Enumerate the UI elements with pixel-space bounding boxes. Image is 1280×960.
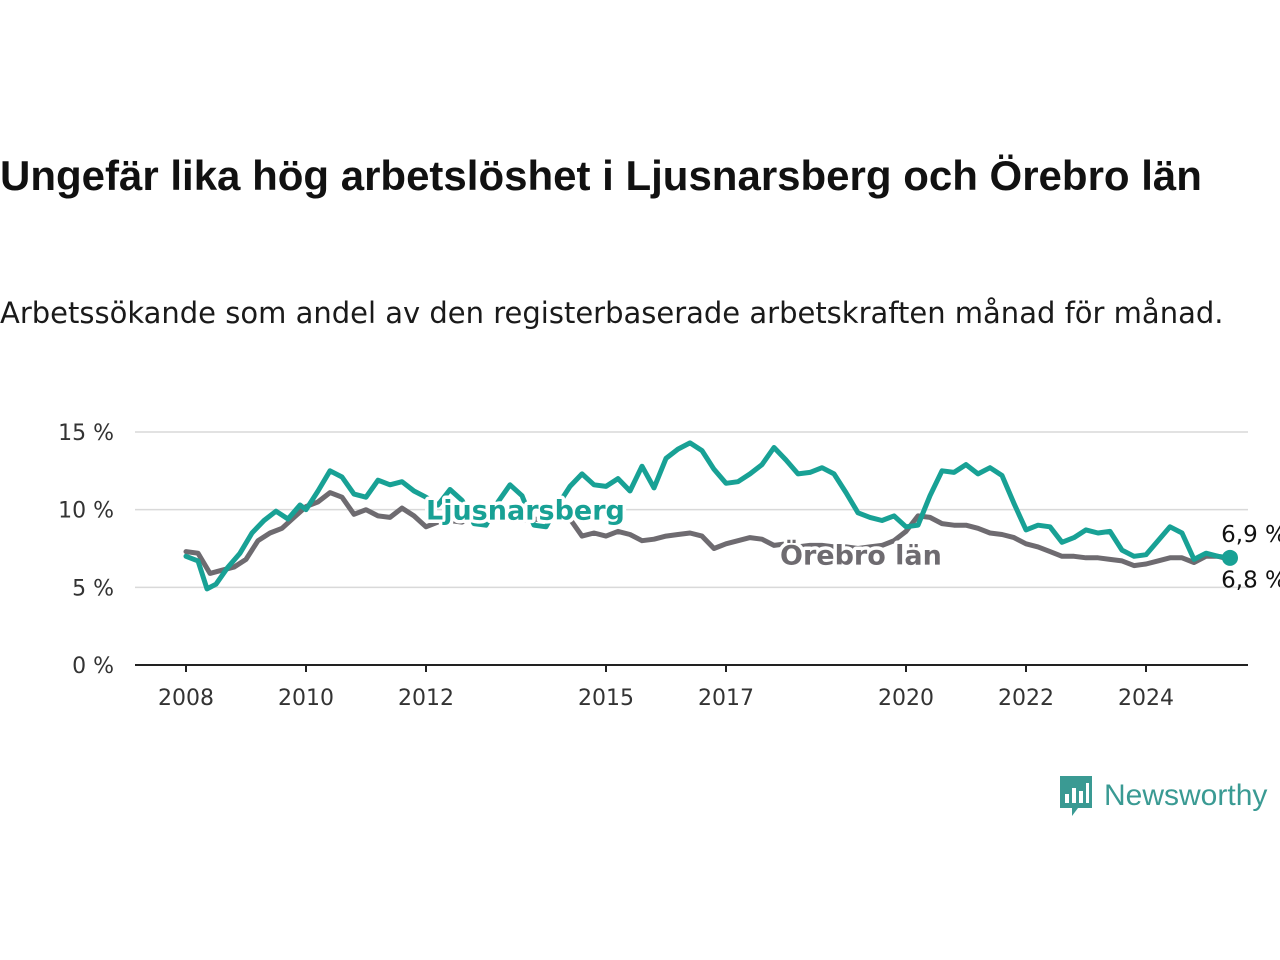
line-chart: 0 % 5 % 10 % 15 % 2008 2010 2012 2015 2017 2020 20… — [58, 421, 1280, 711]
y-tick-label: 5 % — [72, 576, 114, 601]
gridlines — [135, 431, 1248, 589]
chart-subtitle: Arbetssökande som andel av den registerb… — [0, 296, 1224, 330]
series-line-1 — [183, 440, 1233, 592]
y-tick-label: 10 % — [58, 499, 114, 524]
end-value-label-1: 6,9 % — [1221, 522, 1280, 548]
y-tick-label: 15 % — [58, 421, 114, 446]
brand-name: Newsworthy — [1104, 779, 1268, 812]
chart-title: Ungefär lika hög arbetslöshet i Ljusnars… — [0, 152, 1202, 199]
series-lines — [183, 440, 1238, 592]
x-tick-label: 2010 — [278, 686, 334, 711]
end-value-label-0: 6,8 % — [1221, 567, 1280, 593]
x-tick-label: 2012 — [398, 686, 454, 711]
x-tick-label: 2008 — [158, 686, 214, 711]
newsworthy-logo-icon — [1060, 776, 1092, 816]
x-tick-label: 2017 — [698, 686, 754, 711]
x-tick-label: 2020 — [878, 686, 934, 711]
y-tick-label: 0 % — [72, 654, 114, 679]
newsworthy-brand[interactable]: Newsworthy — [1058, 772, 1267, 820]
series-line-0 — [183, 490, 1233, 576]
series-end-point-1 — [1222, 549, 1238, 566]
series-labels: Örebro län 6,8 % Ljusnarsberg 6,9 % — [423, 492, 1280, 593]
x-tick-label: 2015 — [578, 686, 634, 711]
x-tick-label: 2022 — [998, 686, 1054, 711]
series-label-1: Ljusnarsberg — [426, 496, 625, 527]
series-label-0: Örebro län — [780, 539, 942, 572]
axes: 0 % 5 % 10 % 15 % 2008 2010 2012 2015 2017 2020 20… — [58, 421, 1248, 711]
x-tick-label: 2024 — [1118, 686, 1174, 711]
